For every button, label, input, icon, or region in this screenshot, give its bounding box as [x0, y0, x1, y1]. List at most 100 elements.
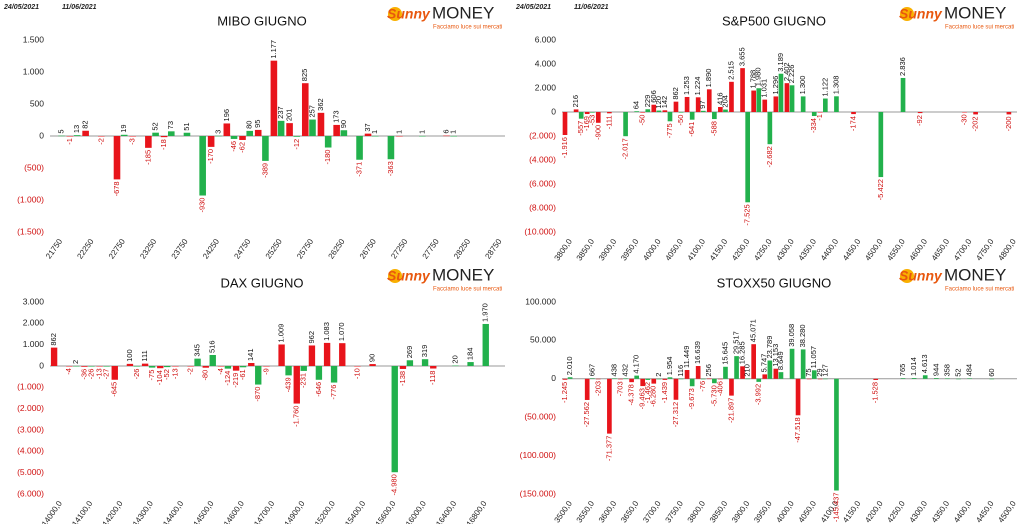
value-label: -1.245 — [560, 382, 569, 403]
x-tick-label: 4150,0 — [708, 237, 730, 263]
value-label: 765 — [898, 364, 907, 377]
value-label: 142 — [660, 96, 669, 109]
value-label: -3 — [128, 138, 137, 145]
value-label: -18 — [159, 139, 168, 150]
bar — [762, 99, 768, 112]
bar — [607, 112, 612, 114]
value-label: 60 — [987, 368, 996, 376]
bar — [66, 366, 73, 367]
value-label: -21.897 — [726, 398, 735, 423]
bar — [740, 68, 745, 112]
value-label: -47.518 — [793, 417, 802, 442]
logo-name: MONEY — [432, 265, 494, 284]
x-tick-label: 27250 — [389, 237, 409, 261]
x-tick-label: 3600,0 — [597, 499, 619, 524]
bar — [293, 366, 300, 404]
date-label: 11/06/2021 — [574, 4, 609, 11]
bar — [689, 112, 695, 120]
bar — [354, 366, 361, 367]
bar — [762, 374, 768, 379]
bar — [369, 364, 376, 366]
value-label: 4.170 — [632, 355, 641, 374]
x-tick-label: 14900,0 — [283, 499, 307, 524]
bar — [789, 85, 795, 112]
value-label: 606 — [649, 90, 658, 103]
value-label: -9 — [261, 368, 270, 375]
value-label: -3.992 — [754, 384, 763, 405]
value-label: -30 — [959, 114, 968, 125]
bar — [270, 60, 278, 137]
bar — [962, 112, 967, 113]
value-label: 2.226 — [787, 65, 796, 84]
bar — [623, 378, 628, 379]
y-tick-label: (5.000) — [17, 467, 44, 477]
value-label: -4.980 — [390, 474, 399, 495]
value-label: -363 — [386, 161, 395, 176]
value-label: 516 — [208, 340, 217, 353]
bar — [239, 136, 246, 140]
bar — [900, 77, 906, 112]
value-label: 11.057 — [809, 346, 818, 368]
value-label: -185 — [143, 150, 152, 165]
value-label: -50 — [638, 115, 647, 126]
y-tick-label: 100.000 — [525, 296, 556, 306]
value-label: 73 — [166, 121, 175, 129]
bar — [217, 366, 225, 367]
bar — [467, 362, 474, 366]
value-label: 13 — [72, 125, 81, 133]
value-label: 2.010 — [565, 356, 574, 375]
value-label: 13.153 — [771, 344, 780, 367]
bar — [573, 109, 579, 112]
bar — [662, 378, 668, 380]
bar — [277, 120, 285, 136]
value-label: -2 — [96, 138, 105, 145]
value-label: 362 — [316, 98, 325, 111]
bar — [278, 344, 285, 366]
y-tick-label: (50.000) — [524, 411, 556, 421]
bar — [612, 378, 617, 379]
bar — [450, 135, 457, 137]
y-tick-label: 0 — [551, 373, 556, 383]
value-label: 5 — [56, 130, 65, 134]
bar — [315, 366, 323, 380]
value-label: 201 — [285, 109, 294, 122]
bar — [589, 112, 595, 113]
y-tick-label: 1.000 — [23, 339, 45, 349]
chart-title: MIBO GIUGNO — [217, 13, 307, 28]
bar — [120, 134, 128, 136]
x-tick-label: 16800,0 — [465, 499, 489, 524]
x-tick-label: 24250 — [201, 237, 221, 261]
value-label: 204 — [720, 95, 729, 108]
bar — [323, 342, 331, 366]
y-tick-label: (4.000) — [529, 154, 556, 164]
bar — [232, 366, 240, 371]
bar — [945, 378, 950, 380]
value-label: -2.682 — [765, 146, 774, 167]
x-tick-label: 4250,0 — [752, 237, 774, 263]
bar — [589, 378, 595, 379]
value-label: -27.562 — [582, 402, 591, 427]
bar — [973, 112, 978, 115]
value-label: 4.613 — [920, 354, 929, 373]
value-label: 237 — [276, 106, 285, 119]
bar — [817, 378, 823, 380]
value-label: -169 — [582, 116, 591, 131]
value-label: -92 — [915, 115, 924, 126]
bar — [917, 112, 923, 114]
value-label: 269 — [405, 346, 414, 359]
bar — [286, 123, 293, 136]
value-label: -1 — [815, 114, 824, 121]
value-label: 196 — [222, 109, 231, 122]
x-tick-label: 3800,0 — [686, 499, 708, 524]
bar — [723, 366, 728, 379]
value-label: 1.070 — [337, 322, 346, 341]
value-label: 438 — [609, 364, 618, 377]
value-label: -27.312 — [671, 402, 680, 427]
value-label: -219 — [231, 373, 240, 388]
x-tick-label: 15400,0 — [343, 499, 367, 524]
bar — [152, 132, 159, 136]
x-tick-label: 26250 — [326, 237, 346, 261]
bar — [651, 104, 657, 112]
value-label: 667 — [587, 364, 596, 377]
bar — [584, 378, 590, 400]
